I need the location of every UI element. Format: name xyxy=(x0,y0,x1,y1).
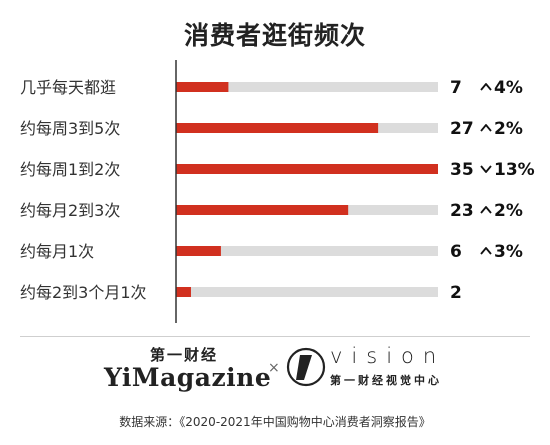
vision-logo: vision 第一财经视觉中心 xyxy=(286,344,454,390)
vision-en-text: vision xyxy=(330,344,446,368)
vision-mark-icon xyxy=(286,347,326,387)
value-label: 23 xyxy=(450,201,474,221)
bar xyxy=(176,246,221,256)
arrow-up-icon xyxy=(480,124,492,132)
bar-track xyxy=(176,246,438,256)
yimagazine-logo: 第一财经 YiMagazine xyxy=(104,344,272,392)
category-label: 约每月1次 xyxy=(20,242,94,261)
category-label: 约每月2到3次 xyxy=(20,201,120,220)
change-label: 13% xyxy=(494,160,535,180)
bar xyxy=(176,123,379,133)
arrow-up-icon xyxy=(480,206,492,214)
value-label: 35 xyxy=(450,160,474,180)
bar xyxy=(176,164,438,174)
logo-cn-text: 第一财经 xyxy=(149,346,218,364)
value-label: 6 xyxy=(450,242,462,262)
category-label: 约每2到3个月1次 xyxy=(20,283,147,302)
bar xyxy=(176,287,191,297)
footer-divider xyxy=(20,336,530,337)
logo-en-text: YiMagazine xyxy=(104,363,272,392)
arrow-up-icon xyxy=(480,83,492,91)
value-label: 2 xyxy=(450,283,462,303)
bar xyxy=(176,82,229,92)
data-source: 数据来源：《2020-2021年中国购物中心消费者洞察报告》 xyxy=(119,415,431,429)
category-label: 约每周3到5次 xyxy=(20,119,120,138)
change-label: 4% xyxy=(494,78,523,98)
change-label: 2% xyxy=(494,201,523,221)
bar-track xyxy=(176,287,438,297)
logo-separator: × xyxy=(268,360,280,376)
category-label: 几乎每天都逛 xyxy=(20,78,116,97)
value-label: 7 xyxy=(450,78,462,98)
arrow-down-icon xyxy=(480,165,492,173)
arrow-up-icon xyxy=(480,247,492,255)
vision-cn-text: 第一财经视觉中心 xyxy=(330,374,442,387)
change-label: 3% xyxy=(494,242,523,262)
category-label: 约每周1到2次 xyxy=(20,160,120,179)
bar-track xyxy=(176,82,438,92)
chart-title: 消费者逛街频次 xyxy=(183,21,366,50)
bar-chart: 几乎每天都逛 7 4% 约每周3到5次 27 2% 约每周1到2次 35 13% 约每月2到3次 2… xyxy=(20,60,535,323)
value-label: 27 xyxy=(450,119,474,139)
change-label: 2% xyxy=(494,119,523,139)
bar xyxy=(176,205,349,215)
